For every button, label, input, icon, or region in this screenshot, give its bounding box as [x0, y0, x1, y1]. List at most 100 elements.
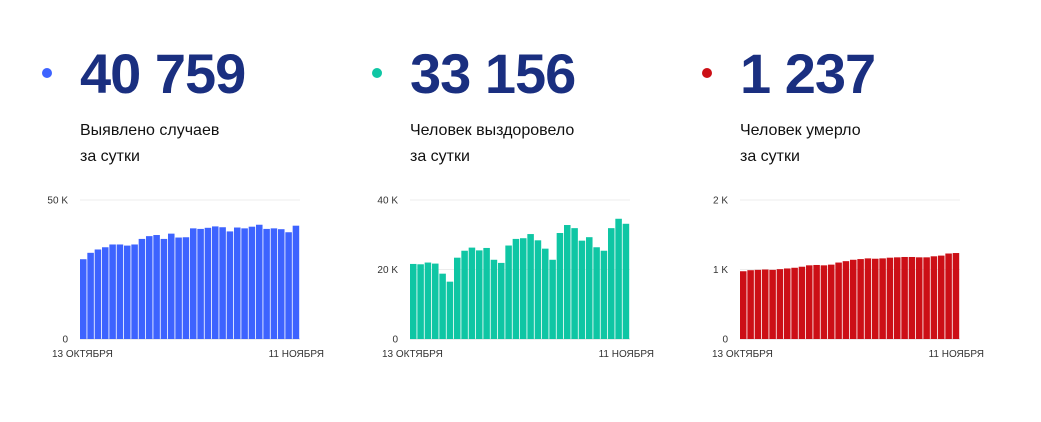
bar [109, 244, 116, 339]
bar [498, 262, 505, 339]
y-tick-label: 0 [392, 335, 398, 346]
legend-dot [372, 68, 382, 78]
bar [270, 228, 278, 339]
x-tick-label: 11 НОЯБРЯ [599, 349, 654, 360]
y-tick-label: 20 K [377, 265, 398, 276]
bar [784, 268, 791, 339]
bar [94, 249, 102, 339]
stat-panel-deaths: 1 237 Человек умерло за сутки 0 1 K 2 K 13 … [702, 0, 1022, 422]
bar [740, 271, 747, 339]
bar [212, 226, 219, 339]
y-tick-label: 2 K [713, 196, 728, 207]
bar [292, 225, 300, 339]
bar [278, 229, 285, 339]
bar [622, 223, 630, 339]
bar [190, 228, 197, 339]
stat-description-line: Человек умерло [740, 122, 861, 139]
bar [461, 250, 468, 339]
bar [798, 266, 806, 339]
bar [842, 261, 850, 339]
bar [219, 227, 226, 339]
stat-description-line: за сутки [740, 148, 800, 165]
bar [806, 265, 813, 339]
bar [527, 234, 534, 339]
bar [102, 247, 109, 339]
bar [454, 257, 461, 339]
bar [417, 264, 424, 339]
bar [124, 245, 131, 339]
stat-value: 1 237 [740, 42, 876, 105]
y-tick-label: 40 K [377, 196, 398, 207]
bar [857, 259, 864, 339]
bar [410, 263, 417, 339]
bar [593, 247, 600, 339]
stat-description-line: за сутки [410, 148, 470, 165]
bar [813, 264, 820, 339]
bar [446, 281, 454, 339]
bar [864, 258, 872, 339]
bar [175, 237, 182, 339]
stat-description: Выявлено случаев за сутки [80, 118, 219, 170]
bar [564, 225, 571, 339]
y-tick-label: 1 K [713, 265, 728, 276]
x-tick-label: 11 НОЯБРЯ [929, 349, 984, 360]
y-tick-label: 0 [722, 335, 728, 346]
y-tick-label: 0 [62, 335, 68, 346]
bar [131, 244, 138, 339]
bar [424, 262, 432, 339]
bar [828, 264, 835, 339]
stat-value: 40 759 [80, 42, 246, 105]
bar [615, 218, 622, 339]
bar [520, 238, 527, 339]
bar [256, 224, 263, 339]
bar [248, 226, 256, 339]
stat-description: Человек умерло за сутки [740, 118, 861, 170]
bar [608, 228, 615, 339]
bar [432, 263, 439, 339]
bar [600, 250, 608, 339]
bar [197, 228, 204, 339]
bar [578, 240, 586, 339]
bar [872, 258, 879, 339]
bar [850, 259, 857, 339]
stat-panel-cases: 40 759 Выявлено случаев за сутки 0 50 K 13… [42, 0, 362, 422]
bar [586, 237, 593, 339]
bar [512, 238, 520, 339]
bar [762, 269, 769, 339]
x-tick-label: 13 ОКТЯБРЯ [712, 349, 773, 360]
bar [534, 240, 542, 339]
bar [769, 269, 776, 339]
bar [87, 252, 94, 339]
stat-description-line: Человек выздоровело [410, 122, 575, 139]
y-tick-label: 50 K [47, 196, 68, 207]
bar [542, 248, 549, 339]
bar [754, 269, 762, 339]
legend-dot [42, 68, 52, 78]
bar [894, 257, 901, 339]
bar-chart: 0 50 K 13 ОКТЯБРЯ 11 НОЯБРЯ [47, 196, 324, 361]
bar [241, 228, 248, 339]
bar [945, 253, 952, 339]
bar [182, 237, 190, 339]
bar [439, 273, 446, 339]
bar [571, 228, 578, 339]
bar [791, 267, 798, 339]
bar-chart: 0 20 K 40 K 13 ОКТЯБРЯ 11 НОЯБРЯ [377, 196, 654, 361]
bar [468, 247, 476, 339]
bar [549, 259, 556, 339]
bar [263, 228, 270, 339]
bar [747, 270, 754, 339]
bar [879, 258, 886, 339]
stat-description-line: Выявлено случаев [80, 122, 220, 139]
stat-description: Человек выздоровело за сутки [410, 118, 574, 170]
stat-panel-recovered: 33 156 Человек выздоровело за сутки 0 20 … [372, 0, 692, 422]
bar [138, 238, 146, 339]
x-tick-label: 11 НОЯБРЯ [269, 349, 324, 360]
bar [886, 257, 894, 339]
x-tick-label: 13 ОКТЯБРЯ [52, 349, 113, 360]
x-tick-label: 13 ОКТЯБРЯ [382, 349, 443, 360]
bar [490, 259, 498, 339]
stat-value: 33 156 [410, 42, 576, 105]
bar [483, 247, 490, 339]
bar [285, 232, 292, 339]
